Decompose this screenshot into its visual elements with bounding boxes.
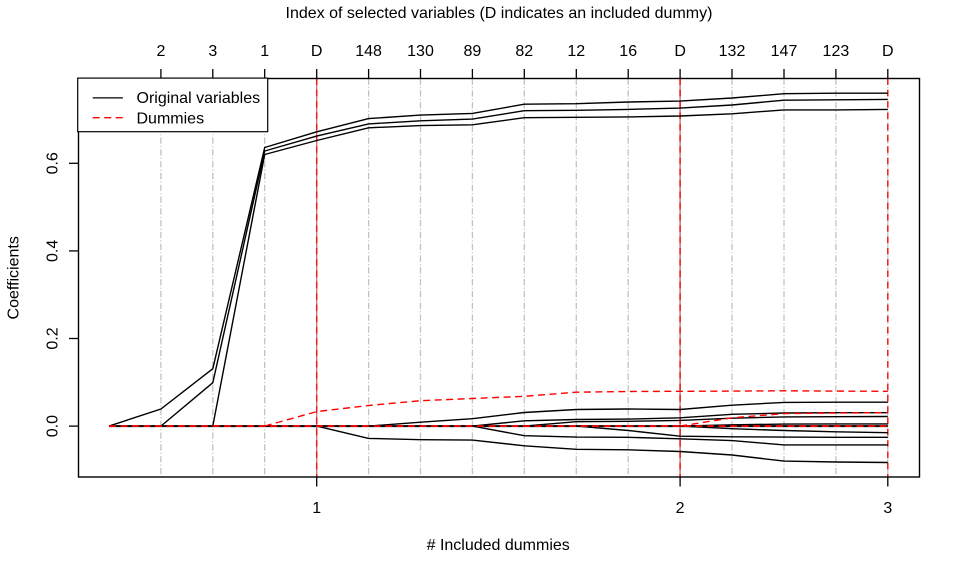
- svg-text:89: 89: [464, 43, 482, 60]
- svg-text:Dummies: Dummies: [137, 111, 205, 128]
- svg-text:16: 16: [619, 43, 637, 60]
- svg-text:3: 3: [883, 500, 892, 517]
- svg-text:1: 1: [260, 43, 269, 60]
- svg-text:2: 2: [156, 43, 165, 60]
- svg-text:Original variables: Original variables: [137, 90, 261, 107]
- svg-text:148: 148: [355, 43, 382, 60]
- svg-text:D: D: [674, 43, 686, 60]
- svg-text:0.0: 0.0: [45, 415, 62, 437]
- svg-text:0.2: 0.2: [45, 327, 62, 349]
- svg-text:0.6: 0.6: [45, 152, 62, 174]
- svg-text:3: 3: [208, 43, 217, 60]
- svg-text:D: D: [882, 43, 894, 60]
- svg-text:132: 132: [719, 43, 746, 60]
- svg-text:1: 1: [312, 500, 321, 517]
- svg-text:123: 123: [823, 43, 850, 60]
- svg-text:82: 82: [515, 43, 533, 60]
- svg-text:147: 147: [771, 43, 798, 60]
- svg-text:# Included dummies: # Included dummies: [427, 537, 570, 554]
- svg-text:130: 130: [407, 43, 434, 60]
- svg-text:0.4: 0.4: [45, 240, 62, 262]
- svg-text:12: 12: [567, 43, 585, 60]
- svg-text:Index of selected variables (D: Index of selected variables (D indicates…: [286, 5, 713, 22]
- svg-text:Coefficients: Coefficients: [6, 236, 23, 319]
- svg-text:D: D: [311, 43, 323, 60]
- svg-text:2: 2: [676, 500, 685, 517]
